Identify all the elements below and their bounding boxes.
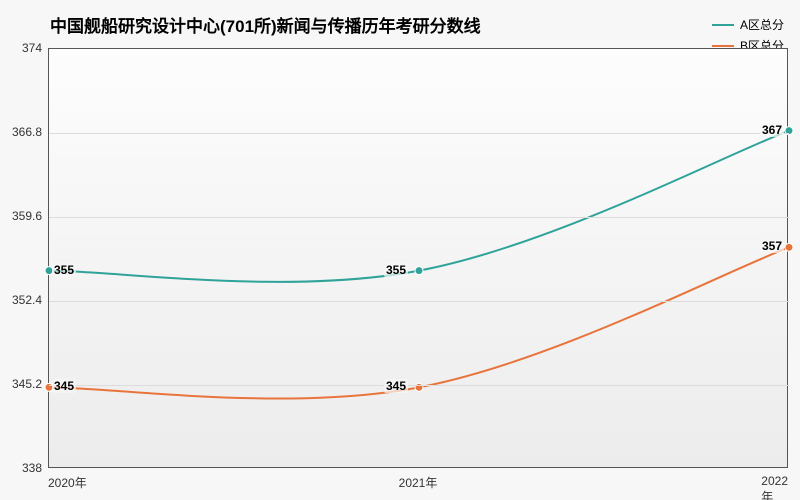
- legend-swatch-a: [712, 24, 734, 26]
- legend-swatch-b: [712, 45, 734, 47]
- legend-label-a: A区总分: [740, 16, 784, 33]
- y-tick-label: 359.6: [12, 209, 42, 223]
- y-tick-label: 352.4: [12, 293, 42, 307]
- point-label: 345: [384, 379, 408, 393]
- series-marker: [415, 267, 423, 275]
- point-label: 345: [52, 379, 76, 393]
- plot-area: [48, 48, 788, 468]
- point-label: 355: [52, 263, 76, 277]
- line-layer: [49, 49, 789, 469]
- legend-item-a: A区总分: [712, 16, 784, 33]
- gridline-h: [49, 385, 789, 386]
- y-tick-label: 366.8: [12, 125, 42, 139]
- chart-title: 中国舰船研究设计中心(701所)新闻与传播历年考研分数线: [50, 12, 481, 37]
- series-line-0: [49, 131, 789, 282]
- y-tick-label: 338: [22, 461, 42, 475]
- gridline-h: [49, 133, 789, 134]
- point-label: 357: [760, 239, 784, 253]
- chart-container: 中国舰船研究设计中心(701所)新闻与传播历年考研分数线 A区总分 B区总分 3…: [0, 0, 800, 500]
- x-tick-label: 2022年: [761, 474, 788, 500]
- series-marker: [785, 243, 793, 251]
- point-label: 367: [760, 123, 784, 137]
- y-tick-label: 374: [22, 41, 42, 55]
- gridline-h: [49, 217, 789, 218]
- x-tick-label: 2021年: [399, 474, 438, 491]
- point-label: 355: [384, 263, 408, 277]
- x-tick-label: 2020年: [48, 474, 87, 491]
- y-tick-label: 345.2: [12, 377, 42, 391]
- gridline-h: [49, 301, 789, 302]
